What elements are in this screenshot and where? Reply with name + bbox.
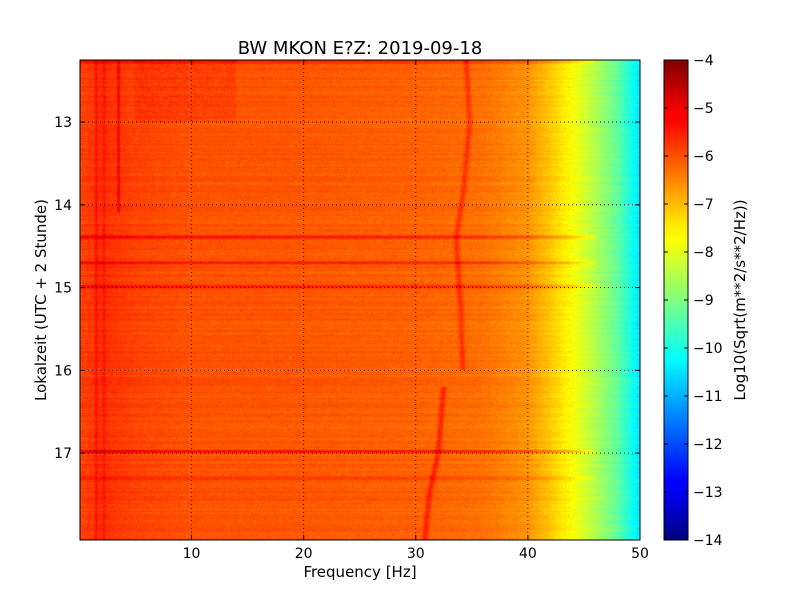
x-tick-label: 20 xyxy=(295,546,313,562)
plot-area xyxy=(79,59,641,541)
y-tick-label: 16 xyxy=(54,363,72,379)
grid-lines xyxy=(80,60,640,540)
colorbar-tick-label: −7 xyxy=(693,197,714,213)
colorbar-tick-label: −11 xyxy=(693,389,723,405)
colorbar-tick-label: −6 xyxy=(693,149,714,165)
colorbar-tick-label: −4 xyxy=(693,53,714,69)
x-axis: 10 20 30 40 50 xyxy=(183,60,649,562)
y-tick-label: 15 xyxy=(54,281,72,297)
colorbar-tick-label: −5 xyxy=(693,101,714,117)
colorbar-tick-label: −8 xyxy=(693,245,714,261)
heatmap-image xyxy=(80,60,640,540)
x-axis-label: Frequency [Hz] xyxy=(303,563,416,581)
colorbar-tick-label: −9 xyxy=(693,293,714,309)
colorbar-tick-label: −14 xyxy=(693,533,723,549)
x-tick-label: 40 xyxy=(519,546,537,562)
y-axis-label: Lokalzeit (UTC + 2 Stunde) xyxy=(32,199,50,401)
y-tick-label: 17 xyxy=(54,446,72,462)
y-axis: 13 14 15 16 17 xyxy=(54,115,640,462)
y-tick-label: 14 xyxy=(54,198,72,214)
x-tick-label: 10 xyxy=(183,546,201,562)
colorbar-tick-label: −10 xyxy=(693,341,723,357)
x-tick-label: 50 xyxy=(631,546,649,562)
colorbar-tick-label: −12 xyxy=(693,437,723,453)
chart-title: BW MKON E?Z: 2019-09-18 xyxy=(238,38,483,59)
y-tick-label: 13 xyxy=(54,115,72,131)
colorbar-label: Log10(Sqrt(m**2/s**2/Hz)) xyxy=(731,199,749,400)
x-tick-label: 30 xyxy=(407,546,425,562)
colorbar-tick-label: −13 xyxy=(693,485,723,501)
colorbar-ticks: −4 −5 −6 −7 −8 −9 −10 −11 −12 −13 −14 xyxy=(664,53,723,549)
plot-frame xyxy=(79,59,641,541)
colorbar: −4 −5 −6 −7 −8 −9 −10 −11 −12 −13 −14 Log10(Sqrt(m… xyxy=(663,53,749,549)
